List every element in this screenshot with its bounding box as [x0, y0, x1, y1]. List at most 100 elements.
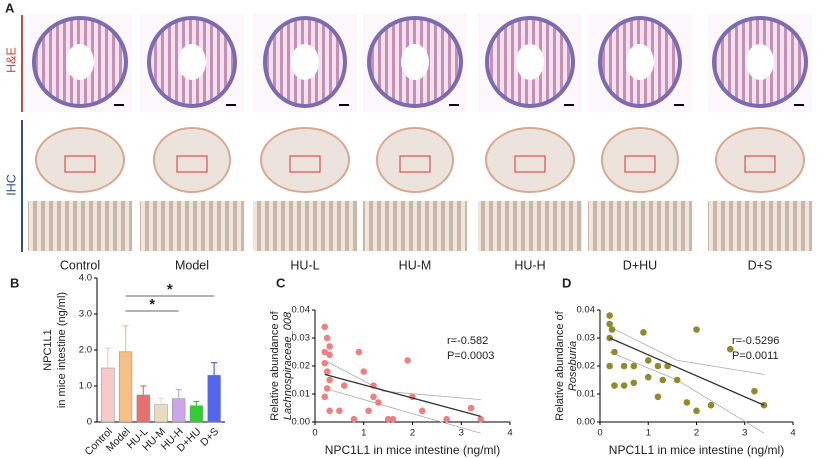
ihc-zoom-box [399, 155, 431, 173]
point [611, 382, 618, 389]
point [404, 357, 411, 364]
y-tick-label: 0.03 [292, 333, 311, 344]
point [350, 415, 358, 423]
group-label: Model [175, 258, 209, 272]
point [365, 407, 372, 415]
point [630, 379, 638, 387]
ihc-zoom-box [624, 155, 656, 173]
point [370, 393, 377, 401]
ihc-zoom-box [64, 155, 96, 173]
point [340, 382, 348, 389]
ihc-tissue [601, 127, 679, 193]
ihc-detail [478, 201, 582, 251]
x-tick-label: 0 [312, 428, 317, 439]
y-tick-label: 3.0 [79, 309, 92, 320]
point [683, 399, 691, 406]
x-label: NPC1L1 in mice intestine (ng/ml) [325, 443, 500, 457]
he-lumen [66, 44, 94, 80]
point [751, 387, 758, 395]
point [321, 393, 329, 401]
y-label: Relative abundance of [269, 310, 281, 420]
ihc-zoom-box [744, 155, 776, 173]
group-label: Control [60, 258, 100, 272]
group-label: D+HU [623, 258, 657, 272]
point [659, 376, 667, 384]
he-lumen [178, 44, 206, 80]
group-label: D+S [748, 258, 773, 272]
group-label: HU-H [514, 258, 545, 272]
error-bar [175, 389, 182, 399]
x-tick-label: 4 [790, 428, 795, 439]
point [389, 415, 397, 423]
point [630, 362, 638, 370]
panel-label: C [276, 275, 286, 290]
trend-line [324, 373, 481, 418]
error-bar [158, 397, 164, 405]
group-label: HU-M [399, 258, 432, 272]
point [606, 312, 613, 319]
point [323, 368, 331, 375]
ihc-detail [363, 201, 467, 251]
x-tick-label: 2 [694, 428, 699, 439]
ihc-detail [28, 201, 132, 251]
confidence-band [324, 360, 481, 400]
y-tick-label: 0.02 [292, 361, 311, 372]
point [323, 385, 331, 392]
ihc-tissue [260, 127, 350, 193]
he-lumen [626, 44, 654, 80]
y-tick-label: 0.01 [577, 389, 596, 400]
error-bar [104, 347, 111, 368]
scale-bar [449, 104, 459, 106]
y-label: Roseburia [567, 341, 579, 391]
point [355, 348, 363, 356]
point [477, 415, 485, 423]
x-tick-label: 1 [646, 428, 651, 439]
y-tick-label: 2.0 [79, 345, 92, 356]
ihc-detail [708, 201, 812, 251]
point [326, 376, 333, 384]
x-tick-label: 3 [459, 428, 464, 439]
panel-label: B [10, 275, 19, 290]
ihc-tissue [153, 127, 231, 193]
group-label: HU-L [290, 258, 319, 272]
row-label: H&E [4, 47, 18, 73]
ihc-tissue [485, 127, 575, 193]
y-label: Relative abundance of [554, 310, 566, 420]
point [606, 320, 613, 328]
point [360, 368, 368, 375]
y-tick-label: 0.02 [577, 361, 596, 372]
x-tick-label: D+S [198, 426, 221, 449]
ihc-tissue [35, 127, 125, 193]
point [611, 348, 618, 356]
point [336, 407, 343, 415]
scale-bar [339, 104, 349, 106]
bar [172, 398, 186, 423]
significance-label: * [167, 281, 173, 298]
bar [189, 405, 204, 423]
bar [118, 351, 133, 423]
point [620, 382, 628, 389]
point [644, 357, 652, 364]
panel-label: A [5, 0, 15, 15]
y-label: NPC1L1 [42, 329, 54, 371]
he-lumen [401, 44, 429, 80]
stat-label: r=-0.5296 [732, 335, 779, 347]
point [375, 399, 382, 406]
ihc-zoom-box [289, 155, 321, 173]
he-lumen [291, 44, 319, 80]
bar [207, 374, 221, 423]
scale-bar [226, 104, 236, 106]
point [467, 404, 475, 412]
ihc-zoom-box [514, 155, 546, 173]
ihc-detail [253, 201, 357, 251]
scale-bar [564, 104, 574, 106]
y-tick-label: 1.0 [79, 381, 92, 392]
point [640, 329, 647, 336]
x-tick-label: 4 [507, 428, 512, 439]
y-label: in mice intestine (ng/ml) [56, 292, 68, 408]
stat-label: P=0.0011 [732, 350, 779, 362]
stat-label: r=-0.582 [447, 335, 488, 347]
point [326, 343, 333, 350]
